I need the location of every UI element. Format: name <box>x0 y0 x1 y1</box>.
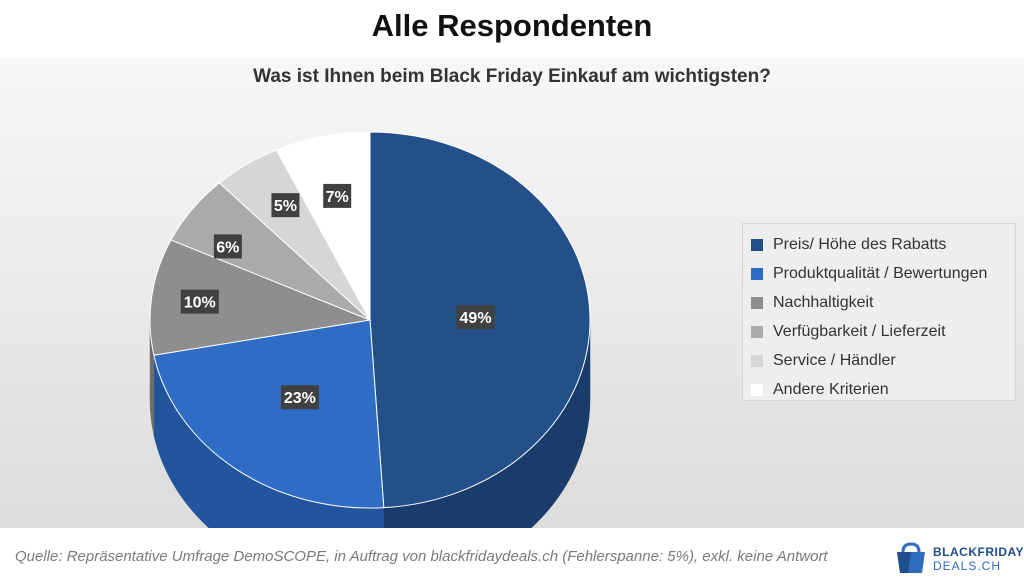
legend-item-preis-hohe-des-rabatts: Preis/ Höhe des Rabatts <box>751 230 1015 259</box>
legend-swatch <box>751 267 763 280</box>
pie-slice-produktqualitat-bewertungen <box>153 319 385 509</box>
legend-label: Andere Kriterien <box>773 380 889 398</box>
data-label-nachhaltigkeit: 10% <box>184 295 216 312</box>
data-label-box <box>213 234 242 259</box>
data-label-box <box>456 305 495 330</box>
legend-item-verfugbarkeit-lieferzeit: Verfügbarkeit / Lieferzeit <box>751 317 1015 346</box>
brand-name-top: BLACKFRIDAY <box>933 545 1024 559</box>
pie-chart: 49% 23% 10% 6% 5% 7% <box>149 131 591 528</box>
legend-swatch <box>751 325 763 338</box>
legend-swatch <box>751 354 763 367</box>
pie-slice-andere-kriterien <box>275 131 371 321</box>
data-label-service-handler: 5% <box>274 198 297 215</box>
chart-title: Was ist Ihnen beim Black Friday Einkauf … <box>253 66 771 87</box>
legend-label: Produktqualität / Bewertungen <box>773 264 988 282</box>
legend-swatch <box>751 238 763 251</box>
page-title: Alle Respondenten <box>371 8 653 43</box>
shopping-bag-icon <box>897 542 925 573</box>
brand-logo: BLACKFRIDAY DEALS.CH <box>893 541 1024 575</box>
brand-name-bottom: DEALS.CH <box>933 559 1002 573</box>
legend-label: Service / Händler <box>773 351 896 369</box>
legend-item-nachhaltigkeit: Nachhaltigkeit <box>751 288 1015 317</box>
data-label-produktqualitat-bewertungen: 23% <box>284 390 316 407</box>
data-label-box <box>180 289 219 314</box>
data-label-andere-kriterien: 7% <box>326 189 349 206</box>
pie-slice-nachhaltigkeit <box>149 239 372 356</box>
data-label-box <box>323 183 352 208</box>
data-label-box <box>271 193 300 218</box>
legend-label: Verfügbarkeit / Lieferzeit <box>773 322 946 340</box>
source-note: Quelle: Repräsentative Umfrage DemoSCOPE… <box>15 548 828 565</box>
legend-item-service-handler: Service / Händler <box>751 346 1015 375</box>
data-label-verfugbarkeit-lieferzeit: 6% <box>216 239 239 256</box>
legend-label: Nachhaltigkeit <box>773 293 874 311</box>
legend-swatch <box>751 296 763 309</box>
legend-label: Preis/ Höhe des Rabatts <box>773 235 947 253</box>
data-label-preis-hohe-des-rabatts: 49% <box>460 310 492 327</box>
chart-panel: Was ist Ihnen beim Black Friday Einkauf … <box>0 58 1024 528</box>
legend-item-produktqualitat-bewertungen: Produktqualität / Bewertungen <box>751 259 1015 288</box>
legend-swatch <box>751 383 763 396</box>
data-label-box <box>280 385 319 410</box>
legend-item-andere-kriterien: Andere Kriterien <box>751 375 1015 404</box>
chart-legend: Preis/ Höhe des Rabatts Produktqualität /… <box>742 223 1016 401</box>
